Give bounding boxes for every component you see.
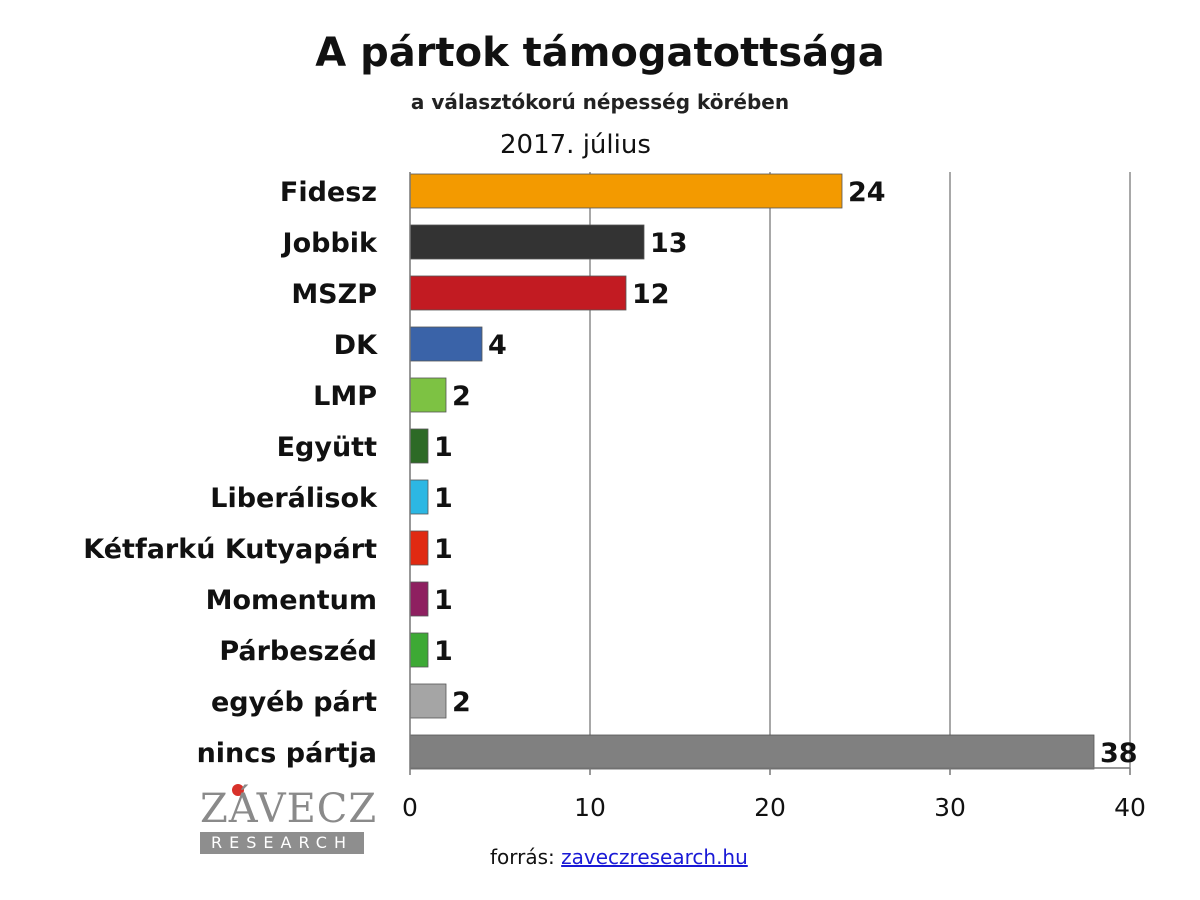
x-tick-label: 40 bbox=[1114, 793, 1146, 822]
bar bbox=[409, 377, 447, 413]
bar bbox=[409, 479, 429, 515]
logo-word: ZÁVECZ bbox=[200, 786, 378, 832]
x-tick-label: 30 bbox=[934, 793, 966, 822]
category-label: Liberálisok bbox=[210, 483, 378, 514]
data-label: 12 bbox=[632, 279, 670, 310]
category-label: Momentum bbox=[206, 585, 377, 616]
chart-period: 2017. július bbox=[500, 130, 651, 160]
bar bbox=[409, 326, 483, 362]
data-label: 1 bbox=[434, 636, 453, 667]
data-label: 2 bbox=[452, 381, 471, 412]
x-tick-label: 0 bbox=[402, 793, 418, 822]
bar bbox=[409, 224, 645, 260]
zavecz-logo: ZÁVECZ RESEARCH bbox=[200, 784, 378, 856]
bar bbox=[409, 632, 429, 668]
bar bbox=[409, 275, 627, 311]
bar bbox=[409, 428, 429, 464]
data-label: 2 bbox=[452, 687, 471, 718]
data-label: 38 bbox=[1100, 738, 1138, 769]
bar bbox=[409, 530, 429, 566]
category-label: egyéb párt bbox=[211, 687, 377, 718]
source-line: forrás: zaveczresearch.hu bbox=[490, 845, 748, 869]
category-label: MSZP bbox=[291, 279, 377, 310]
bar bbox=[409, 734, 1095, 770]
chart-subtitle: a választókorú népesség körében bbox=[410, 90, 790, 114]
data-label: 1 bbox=[434, 585, 453, 616]
category-label: Fidesz bbox=[280, 177, 377, 208]
source-link[interactable]: zaveczresearch.hu bbox=[561, 845, 748, 869]
data-label: 1 bbox=[434, 432, 453, 463]
data-label: 13 bbox=[650, 228, 688, 259]
bar bbox=[409, 173, 843, 209]
chart-title: A pártok támogatottsága bbox=[315, 30, 885, 76]
x-tick-label: 20 bbox=[754, 793, 786, 822]
source-prefix: forrás: bbox=[490, 845, 555, 869]
category-label: Jobbik bbox=[281, 228, 379, 259]
data-label: 1 bbox=[434, 534, 453, 565]
logo-tagline: RESEARCH bbox=[200, 832, 364, 854]
category-label: Együtt bbox=[277, 432, 377, 463]
category-label: Kétfarkú Kutyapárt bbox=[83, 534, 377, 565]
category-label: DK bbox=[334, 330, 378, 361]
logo-dot-icon bbox=[232, 784, 244, 796]
data-label: 24 bbox=[848, 177, 886, 208]
data-label: 1 bbox=[434, 483, 453, 514]
category-label: nincs pártja bbox=[197, 738, 377, 769]
data-label: 4 bbox=[488, 330, 507, 361]
x-tick-label: 10 bbox=[574, 793, 606, 822]
category-label: LMP bbox=[313, 381, 377, 412]
bar bbox=[409, 581, 429, 617]
bar bbox=[409, 683, 447, 719]
category-label: Párbeszéd bbox=[219, 636, 377, 667]
